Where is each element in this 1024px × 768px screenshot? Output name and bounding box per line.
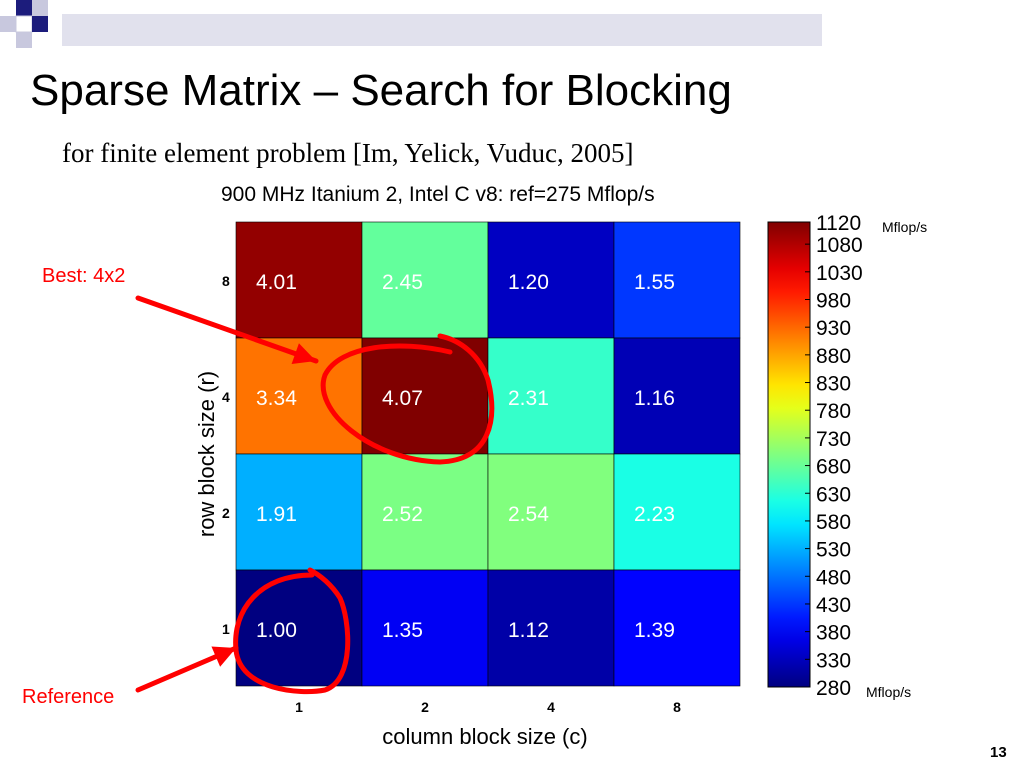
cell-value-label: 1.20 bbox=[508, 271, 549, 294]
slide-title: Sparse Matrix – Search for Blocking bbox=[30, 66, 732, 115]
colorbar-tick-label: 480 bbox=[816, 566, 851, 589]
reference-annotation-label: Reference bbox=[22, 686, 115, 708]
heatmap-cell bbox=[487, 221, 615, 339]
colorbar-tick-label: 330 bbox=[816, 649, 851, 672]
y-tick-label: 2 bbox=[222, 505, 230, 521]
colorbar-tick-label: 780 bbox=[816, 400, 851, 423]
heatmap-cell bbox=[613, 221, 741, 339]
cell-value-label: 1.91 bbox=[256, 503, 297, 526]
heatmap-cell bbox=[487, 569, 615, 687]
slide-subtitle: for finite element problem [Im, Yelick, … bbox=[62, 138, 634, 168]
deco-square-light bbox=[16, 32, 32, 48]
colorbar-tick-label: 980 bbox=[816, 290, 851, 313]
heatmap-cell bbox=[613, 337, 741, 455]
cell-value-label: 1.00 bbox=[256, 619, 297, 642]
header-band bbox=[62, 14, 822, 46]
heatmap-cell bbox=[487, 337, 615, 455]
x-tick-label: 1 bbox=[295, 699, 303, 715]
page-number: 13 bbox=[990, 744, 1007, 761]
heatmap-cell bbox=[235, 453, 363, 571]
colorbar-tick-label: 1030 bbox=[816, 262, 863, 285]
colorbar-unit-top: Mflop/s bbox=[882, 219, 927, 235]
deco-square-dark bbox=[16, 0, 32, 16]
cell-value-label: 3.34 bbox=[256, 387, 297, 410]
cell-value-label: 2.31 bbox=[508, 387, 549, 410]
deco-square-light bbox=[0, 16, 16, 32]
heatmap-cell bbox=[361, 453, 489, 571]
cell-value-label: 1.39 bbox=[634, 619, 675, 642]
heatmap-cell bbox=[361, 337, 489, 455]
y-axis-label: row block size (r) bbox=[194, 371, 219, 537]
best-arrow bbox=[135, 295, 319, 364]
heatmap-cell bbox=[235, 569, 363, 687]
cell-value-label: 1.35 bbox=[382, 619, 423, 642]
heatmap-cell bbox=[361, 221, 489, 339]
cell-value-label: 1.12 bbox=[508, 619, 549, 642]
colorbar-tick-label: 380 bbox=[816, 622, 851, 645]
y-tick-label: 1 bbox=[222, 621, 230, 637]
cell-value-label: 2.45 bbox=[382, 271, 423, 294]
cell-value-label: 4.01 bbox=[256, 271, 297, 294]
reference-circle bbox=[233, 567, 351, 695]
colorbar-tick-label: 880 bbox=[816, 345, 851, 368]
colorbar-tick-label: 630 bbox=[816, 483, 851, 506]
cell-value-label: 2.23 bbox=[634, 503, 675, 526]
heatmap-cell bbox=[361, 569, 489, 687]
cell-value-label: 4.07 bbox=[382, 387, 423, 410]
heatmap-cell bbox=[487, 453, 615, 571]
x-tick-label: 2 bbox=[421, 699, 429, 715]
colorbar-tick-label: 580 bbox=[816, 511, 851, 534]
corner-decoration bbox=[0, 0, 822, 48]
colorbar-tick-label: 280 bbox=[816, 677, 851, 700]
y-tick-label: 8 bbox=[222, 273, 230, 289]
x-tick-label: 4 bbox=[547, 699, 555, 715]
deco-square-light bbox=[32, 0, 48, 16]
colorbar-tick-label: 1080 bbox=[816, 234, 863, 257]
colorbar-tick-label: 530 bbox=[816, 539, 851, 562]
cell-value-label: 1.55 bbox=[634, 271, 675, 294]
reference-arrow-head bbox=[211, 646, 236, 667]
y-tick-label: 4 bbox=[222, 389, 230, 405]
colorbar-unit-bottom: Mflop/s bbox=[866, 684, 911, 700]
colorbar-tick-label: 430 bbox=[816, 594, 851, 617]
best-annotation-label: Best: 4x2 bbox=[42, 265, 126, 287]
heatmap-cell bbox=[235, 221, 363, 339]
heatmap-cell bbox=[613, 453, 741, 571]
colorbar-tick-label: 730 bbox=[816, 428, 851, 451]
best-circle bbox=[320, 333, 495, 465]
colorbar-tick-label: 680 bbox=[816, 456, 851, 479]
deco-square-dark bbox=[32, 16, 48, 32]
x-tick-label: 8 bbox=[673, 699, 681, 715]
colorbar bbox=[767, 221, 811, 688]
colorbar-tick-label: 930 bbox=[816, 317, 851, 340]
cell-value-label: 1.16 bbox=[634, 387, 675, 410]
heatmap-cell bbox=[613, 569, 741, 687]
cell-value-label: 2.52 bbox=[382, 503, 423, 526]
best-arrow-head bbox=[291, 343, 316, 365]
chart-title: 900 MHz Itanium 2, Intel C v8: ref=275 M… bbox=[221, 183, 655, 206]
colorbar-tick-label: 830 bbox=[816, 373, 851, 396]
cell-value-label: 2.54 bbox=[508, 503, 549, 526]
x-axis-label: column block size (c) bbox=[382, 724, 587, 749]
colorbar-tick-label: 1120 bbox=[816, 212, 861, 235]
